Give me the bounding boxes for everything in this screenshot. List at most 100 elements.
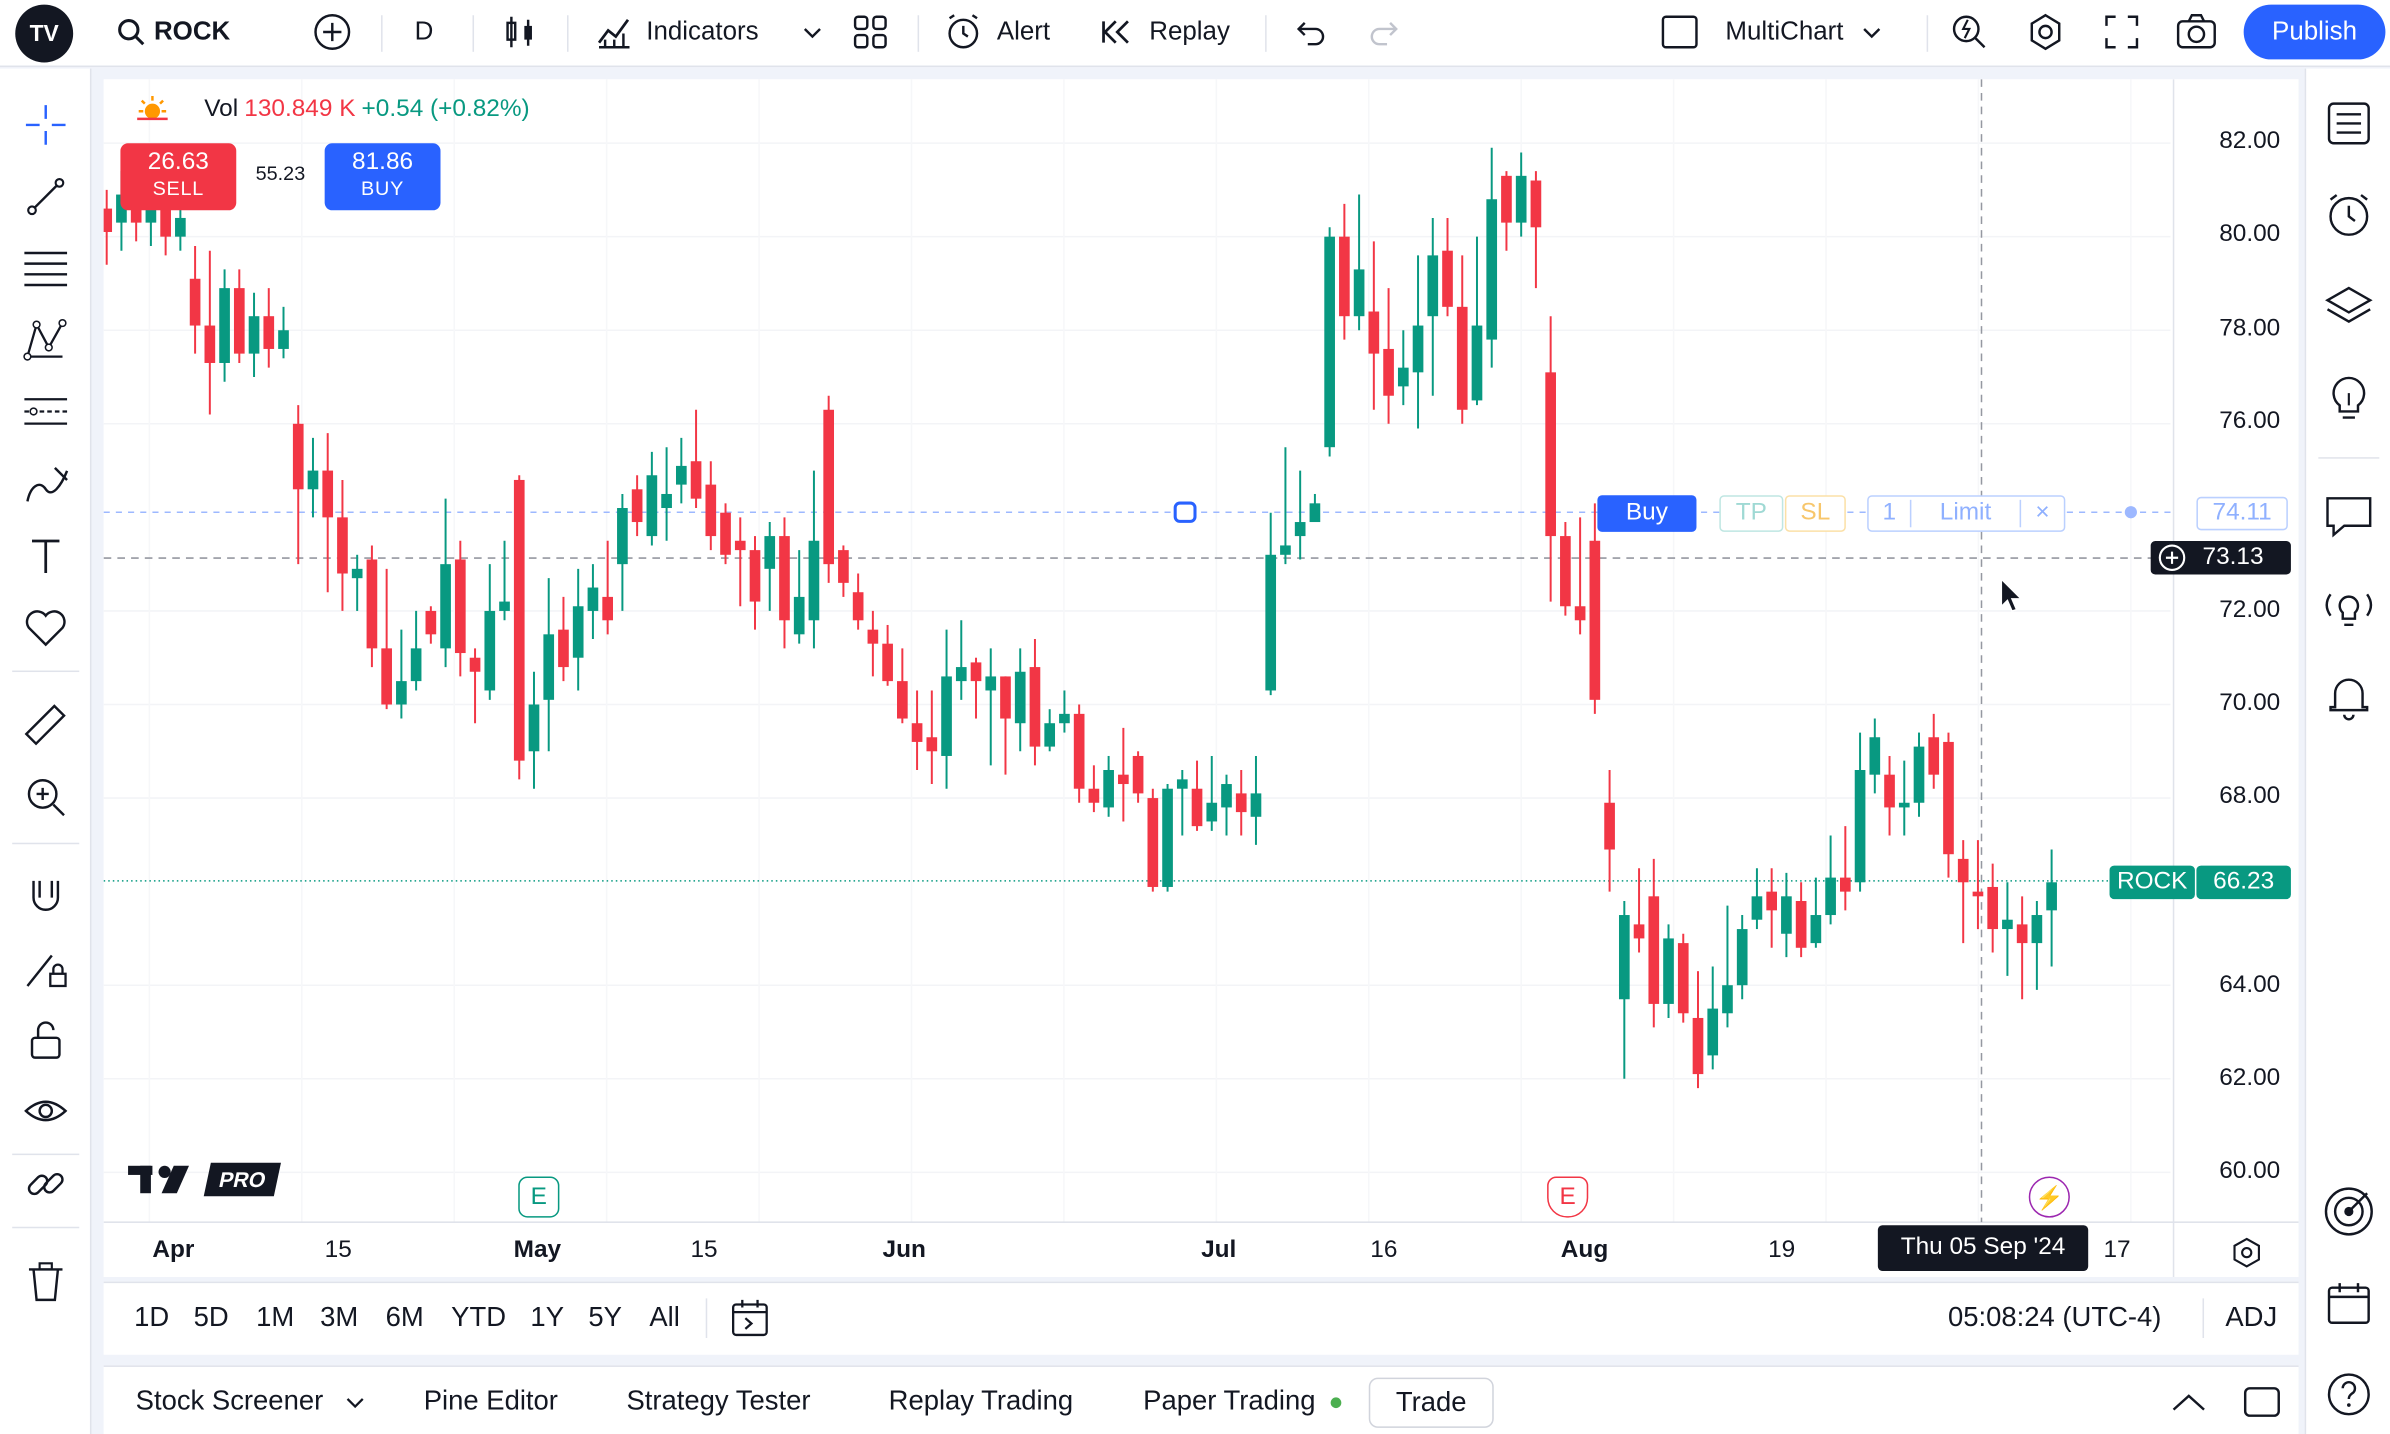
go-to-date-button[interactable]: [729, 1297, 772, 1347]
candle-body: [1869, 737, 1881, 775]
undo-button[interactable]: [1289, 6, 1329, 58]
range-1m[interactable]: 1M: [256, 1301, 295, 1332]
earnings-marker[interactable]: E: [1547, 1176, 1589, 1218]
fib-tool[interactable]: [15, 238, 76, 299]
range-ytd[interactable]: YTD: [451, 1301, 507, 1332]
candle-body: [1412, 325, 1424, 373]
add-alert-icon[interactable]: [2151, 541, 2191, 575]
take-profit-button[interactable]: TP: [1719, 495, 1784, 532]
x-axis-label: 19: [1768, 1237, 1796, 1264]
crosshair-tool[interactable]: [15, 94, 76, 155]
range-5y[interactable]: 5Y: [588, 1301, 622, 1332]
text-tool[interactable]: [15, 526, 76, 587]
lock-drawing-tool[interactable]: [15, 939, 76, 1000]
candle-body: [248, 316, 260, 354]
snapshot-button[interactable]: [2174, 6, 2220, 58]
indicators-icon: [597, 19, 630, 49]
range-all[interactable]: All: [649, 1301, 680, 1332]
candle-body: [1280, 545, 1291, 555]
hide-tool[interactable]: [15, 1082, 76, 1143]
notifications-button[interactable]: [2318, 666, 2379, 727]
remove-drawings-tool[interactable]: [15, 1251, 76, 1312]
range-6m[interactable]: 6M: [385, 1301, 424, 1332]
streams-button[interactable]: [2318, 578, 2379, 639]
calendar-button[interactable]: [2318, 1272, 2379, 1333]
replay-button[interactable]: Replay: [1097, 6, 1230, 58]
range-3m[interactable]: 3M: [320, 1301, 359, 1332]
forecast-tool[interactable]: [15, 383, 76, 444]
link-tool[interactable]: [15, 1154, 76, 1215]
candle-body: [823, 409, 835, 565]
fullscreen-button[interactable]: [2100, 6, 2143, 58]
layout-button[interactable]: MultiChart: [1658, 6, 1886, 58]
measure-tool[interactable]: [15, 695, 76, 756]
trend-line-tool[interactable]: [15, 166, 76, 227]
sell-button[interactable]: 26.63 SELL: [120, 143, 237, 211]
candle-body: [1294, 522, 1306, 537]
chats-button[interactable]: [2318, 486, 2379, 547]
price-chart[interactable]: [103, 79, 2299, 1278]
tab-replay-trading[interactable]: Replay Trading: [888, 1385, 1074, 1416]
tab-pine-editor[interactable]: Pine Editor: [423, 1385, 558, 1416]
range-1y[interactable]: 1Y: [530, 1301, 565, 1332]
order-quantity-box[interactable]: 1 Limit ×: [1867, 495, 2066, 532]
range-5d[interactable]: 5D: [193, 1301, 229, 1332]
brush-tool[interactable]: [15, 454, 76, 515]
maximize-panel-button[interactable]: [2241, 1381, 2284, 1431]
candle-body: [1707, 1008, 1719, 1056]
icon-tool[interactable]: [15, 597, 76, 658]
alert-button[interactable]: Alert: [942, 6, 1050, 58]
tradingview-logo[interactable]: TV: [15, 4, 74, 63]
lock-all-tool[interactable]: [15, 1010, 76, 1071]
candle-body: [469, 657, 481, 672]
publish-button[interactable]: Publish: [2243, 4, 2386, 60]
dom-button[interactable]: [2318, 1181, 2379, 1242]
tab-trade[interactable]: Trade: [1368, 1377, 1494, 1428]
magnet-tool[interactable]: [15, 866, 76, 927]
stop-loss-button[interactable]: SL: [1784, 495, 1846, 532]
cancel-order-button[interactable]: ×: [2035, 499, 2050, 526]
pattern-tool[interactable]: [15, 309, 76, 370]
indicators-dropdown[interactable]: [799, 6, 826, 58]
ideas-button[interactable]: [2318, 367, 2379, 428]
candle-body: [1221, 784, 1232, 808]
object-tree-button[interactable]: [2318, 276, 2379, 337]
redo-button[interactable]: [1366, 6, 1406, 58]
collapse-panel-button[interactable]: [2167, 1384, 2210, 1428]
chart-type-button[interactable]: [500, 6, 540, 58]
zoom-tool[interactable]: [15, 767, 76, 828]
earnings-marker[interactable]: E: [518, 1176, 560, 1218]
watchlist-button[interactable]: [2318, 93, 2379, 154]
tab-stock-screener[interactable]: Stock Screener: [136, 1385, 368, 1417]
undo-icon: [1296, 21, 1325, 46]
quick-search-button[interactable]: [1948, 6, 1991, 58]
timezone-clock[interactable]: 05:08:24 (UTC-4): [1947, 1301, 2162, 1332]
buy-button[interactable]: 81.86 BUY: [324, 143, 441, 211]
candle-body: [882, 643, 893, 682]
tab-strategy-tester[interactable]: Strategy Tester: [626, 1385, 811, 1416]
axis-settings-button[interactable]: [2228, 1234, 2265, 1278]
interval-button[interactable]: D: [414, 16, 434, 46]
dividend-marker[interactable]: ⚡: [2028, 1176, 2070, 1218]
indicators-button[interactable]: Indicators: [594, 6, 759, 58]
candle-body: [1118, 774, 1129, 785]
chart-pane[interactable]: [103, 79, 2299, 1278]
symbol-search-button[interactable]: ROCK: [116, 6, 230, 58]
candle-body: [1574, 606, 1586, 621]
order-buy-label[interactable]: Buy: [1597, 495, 1697, 532]
range-1d[interactable]: 1D: [134, 1301, 170, 1332]
compare-button[interactable]: [311, 6, 354, 58]
help-button[interactable]: [2318, 1364, 2379, 1425]
candles-icon: [506, 16, 532, 48]
settings-button[interactable]: [2024, 6, 2067, 58]
templates-button[interactable]: [851, 6, 891, 58]
adjust-data-toggle[interactable]: ADJ: [2225, 1301, 2278, 1332]
candle-body: [941, 676, 952, 756]
brush-icon: [26, 466, 69, 502]
crosshair-price-label[interactable]: 73.13: [2150, 540, 2291, 575]
lock-icon: [30, 1021, 61, 1059]
pattern-icon: [23, 318, 67, 361]
alerts-panel-button[interactable]: [2318, 184, 2379, 245]
candle-body: [1839, 877, 1851, 892]
tab-paper-trading[interactable]: Paper Trading: [1143, 1385, 1342, 1417]
